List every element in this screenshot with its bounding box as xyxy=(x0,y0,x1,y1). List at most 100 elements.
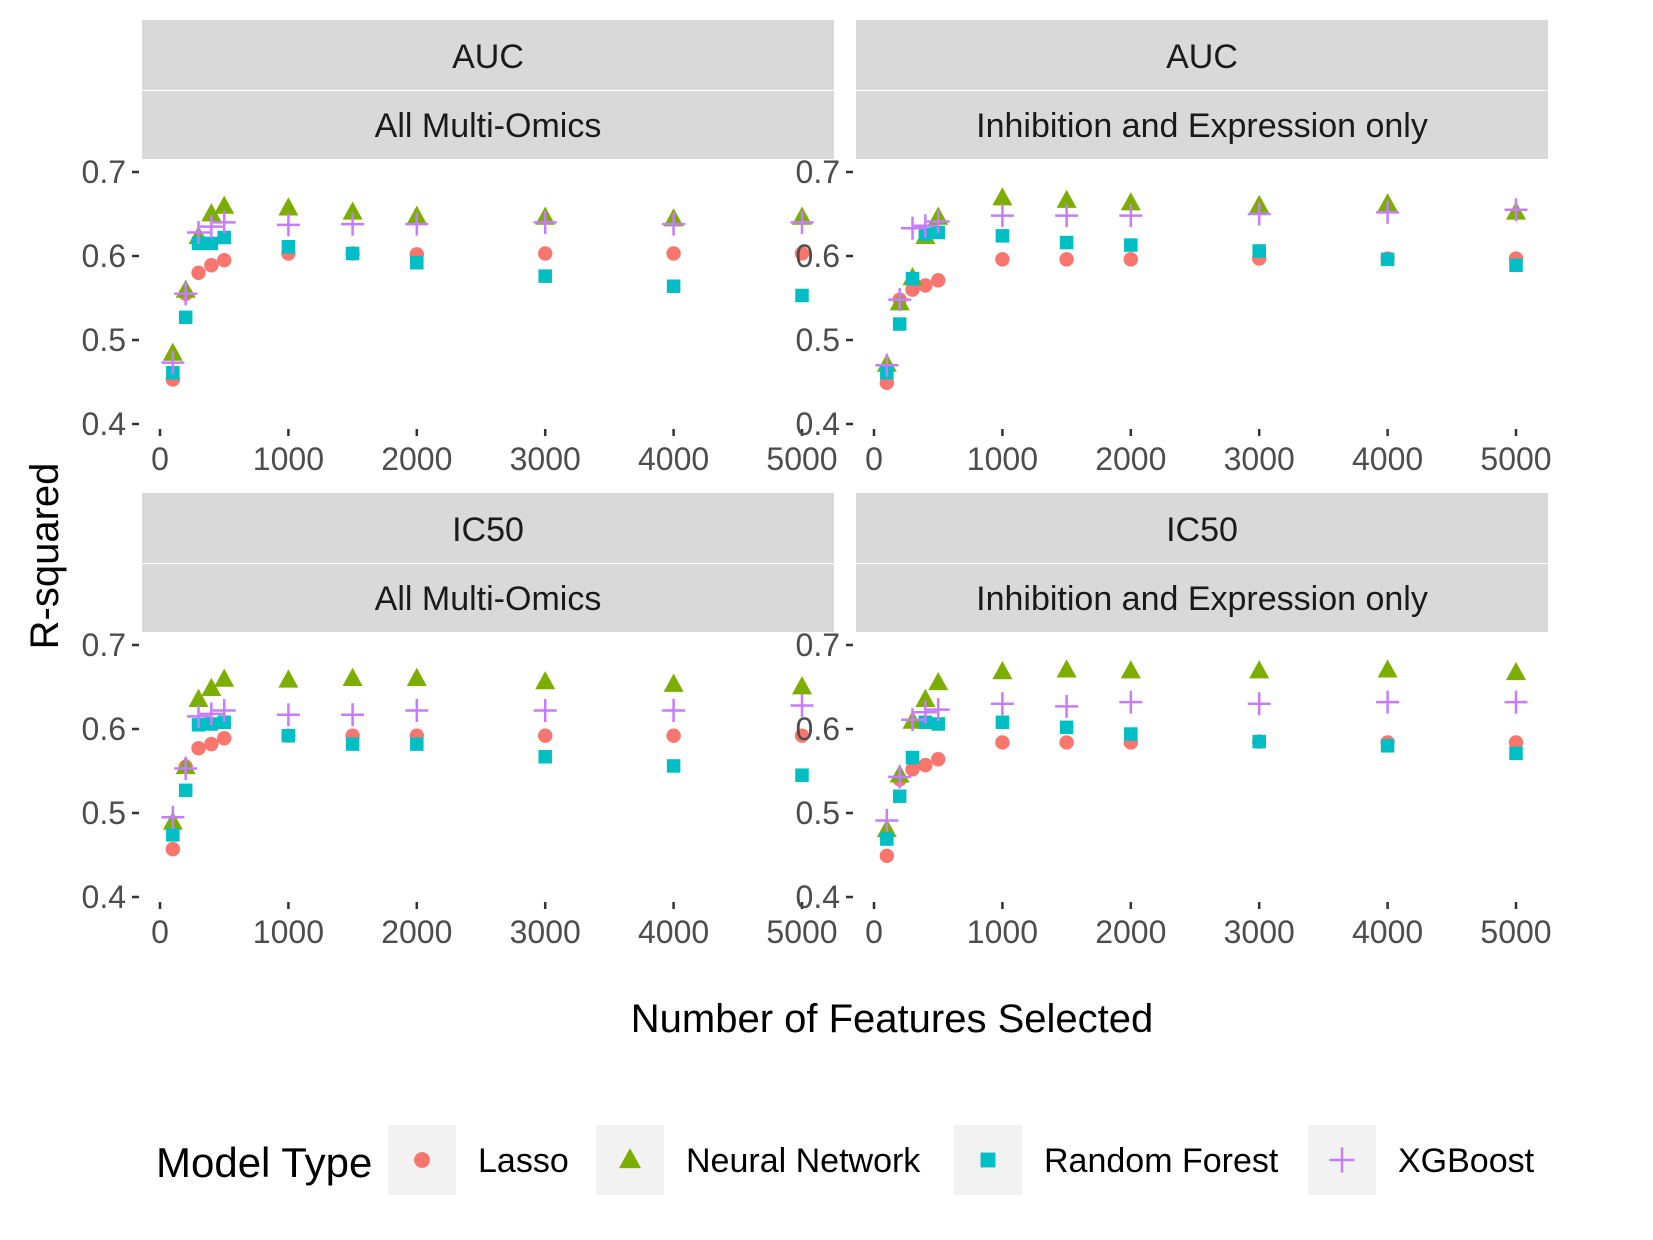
data-point xyxy=(533,210,557,234)
y-tick-label: 0.7 xyxy=(82,154,126,190)
series-neural-network xyxy=(162,195,812,361)
x-tick-label: 4000 xyxy=(1352,914,1423,950)
data-point xyxy=(165,841,181,857)
data-point xyxy=(905,271,920,286)
y-tick-label: 0.7 xyxy=(796,154,840,190)
y-tick-label: 0.4 xyxy=(82,879,126,915)
data-point xyxy=(1247,692,1271,716)
data-point xyxy=(666,728,681,743)
y-tick-label: 0.7 xyxy=(82,627,126,663)
data-point xyxy=(533,699,557,723)
series-lasso xyxy=(879,251,1524,391)
data-point xyxy=(276,703,300,727)
x-tick-label: 4000 xyxy=(1352,441,1423,477)
facet-strip-top xyxy=(856,20,1548,90)
data-point xyxy=(795,768,809,782)
data-point xyxy=(901,708,925,732)
data-point xyxy=(1506,661,1526,681)
series-xgboost xyxy=(875,198,1528,377)
series-lasso xyxy=(165,728,810,857)
data-point xyxy=(345,737,360,751)
x-tick-label: 5000 xyxy=(766,914,837,950)
data-point xyxy=(199,215,223,239)
data-point xyxy=(666,759,681,773)
series-random-forest xyxy=(880,715,1523,846)
data-point xyxy=(201,677,222,697)
legend-key-circle xyxy=(414,1152,430,1168)
data-point xyxy=(406,667,427,686)
data-point xyxy=(341,703,365,727)
series-neural-network xyxy=(162,667,812,830)
x-tick-label: 2000 xyxy=(381,914,452,950)
data-point xyxy=(204,258,219,273)
data-point xyxy=(990,204,1014,228)
y-tick-label: 0.4 xyxy=(82,406,126,442)
data-point xyxy=(188,688,209,707)
y-tick-label: 0.5 xyxy=(82,795,126,831)
data-point xyxy=(1252,244,1266,258)
y-tick-label: 0.5 xyxy=(796,795,840,831)
panel-1: AUC All Multi-Omics 0.4 0.5 0.6 0.7 0 1000 2000 3… xyxy=(82,20,838,477)
data-point xyxy=(1509,746,1523,761)
data-point xyxy=(410,255,424,270)
y-axis-title: R-squared xyxy=(23,463,67,650)
data-point xyxy=(174,282,198,306)
x-tick-label: 3000 xyxy=(510,914,581,950)
series-xgboost xyxy=(161,210,814,375)
data-point xyxy=(901,216,925,240)
series-xgboost xyxy=(161,693,814,829)
facet-strip-top-label: AUC xyxy=(1166,38,1238,76)
data-point xyxy=(990,692,1014,716)
data-point xyxy=(535,671,556,690)
data-point xyxy=(931,273,946,288)
data-point xyxy=(538,269,552,283)
data-point xyxy=(410,737,424,751)
x-tick-label: 1000 xyxy=(253,914,324,950)
data-point xyxy=(204,236,219,251)
data-point xyxy=(217,715,231,730)
data-point xyxy=(1249,660,1270,679)
data-point xyxy=(992,187,1013,206)
facet-strip-bottom-label: Inhibition and Expression only xyxy=(976,107,1428,145)
data-point xyxy=(1120,660,1141,679)
legend-key-plus xyxy=(1329,1147,1355,1173)
data-point xyxy=(1376,690,1400,714)
y-tick-label: 0.5 xyxy=(82,322,126,358)
data-point xyxy=(931,717,945,731)
data-point xyxy=(178,310,193,325)
data-point xyxy=(663,673,684,692)
data-point xyxy=(875,353,899,377)
data-point xyxy=(915,688,936,707)
y-tick-label: 0.5 xyxy=(796,322,840,358)
x-tick-label: 5000 xyxy=(1480,441,1551,477)
data-point xyxy=(918,757,933,773)
series-lasso xyxy=(879,734,1524,864)
data-point xyxy=(995,252,1010,267)
x-tick-label: 0 xyxy=(151,914,169,950)
data-point xyxy=(992,661,1013,680)
facet-strip-bottom xyxy=(142,564,834,632)
data-point xyxy=(1504,198,1528,222)
data-point xyxy=(918,278,933,293)
facet-strip-bottom-label: All Multi-Omics xyxy=(375,580,602,618)
y-tick-label: 0.4 xyxy=(796,879,840,915)
data-point xyxy=(1380,252,1395,267)
data-point xyxy=(191,265,206,280)
x-tick-label: 3000 xyxy=(1224,914,1295,950)
data-point xyxy=(795,288,809,303)
y-tick-label: 0.6 xyxy=(82,711,126,747)
data-point xyxy=(1377,659,1398,678)
data-point xyxy=(281,728,296,743)
data-point xyxy=(538,749,552,764)
data-point xyxy=(212,699,236,723)
data-point xyxy=(538,728,553,743)
data-point xyxy=(794,246,810,261)
data-point xyxy=(161,351,185,375)
data-point xyxy=(1380,739,1395,753)
data-point xyxy=(1055,204,1079,228)
data-point xyxy=(1120,192,1141,211)
data-point xyxy=(931,752,946,767)
y-tick-label: 0.6 xyxy=(796,238,840,274)
data-point xyxy=(892,789,907,803)
